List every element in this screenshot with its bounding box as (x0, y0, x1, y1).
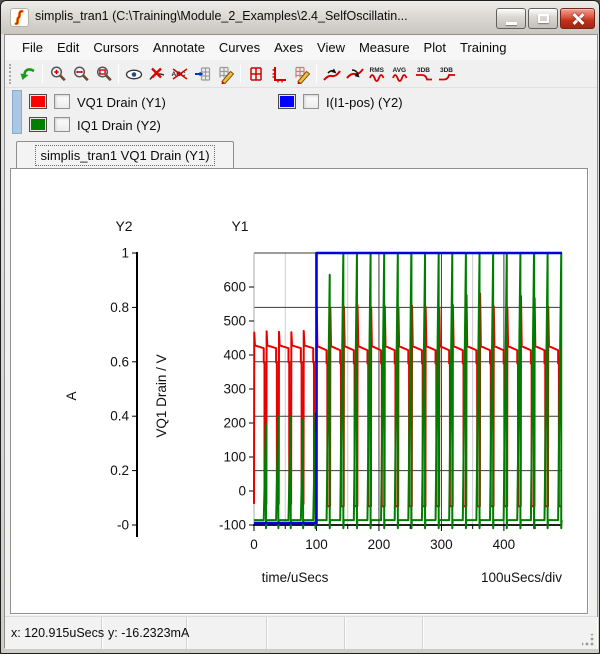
svg-text:A: A (64, 391, 79, 400)
toolbar-separator (240, 63, 241, 84)
toolbar-separator (118, 63, 119, 84)
toolbar-grip[interactable] (9, 63, 12, 84)
title-bar[interactable]: simplis_tran1 (C:\Training\Module_2_Exam… (1, 1, 599, 34)
svg-text:100: 100 (305, 537, 328, 552)
svg-text:0.4: 0.4 (110, 409, 129, 424)
simetrix-app-icon (10, 8, 29, 27)
status-y-readout: y: -16.2323mA (102, 617, 189, 649)
menu-plot[interactable]: Plot (423, 40, 446, 55)
curve-color-swatch[interactable] (278, 94, 296, 109)
svg-text:AVG: AVG (392, 67, 406, 74)
add-axis-button[interactable] (267, 62, 290, 86)
tab-label: simplis_tran1 VQ1 Drain (Y1) (35, 144, 215, 166)
zoom-fit-button[interactable] (46, 62, 69, 86)
plot-tab-bar: simplis_tran1 VQ1 Drain (Y1) (5, 138, 597, 168)
svg-text:Y1: Y1 (231, 218, 248, 234)
curve-legend: VQ1 Drain (Y1) IQ1 Drain (Y2) I(I1-pos) … (5, 88, 597, 138)
svg-text:500: 500 (223, 314, 246, 329)
svg-text:3DB: 3DB (440, 67, 453, 74)
curve-color-swatch[interactable] (29, 117, 47, 132)
delete-annotation-button[interactable]: ABC (168, 62, 191, 86)
edit-grid-button[interactable] (214, 62, 237, 86)
svg-text:100: 100 (223, 450, 246, 465)
menu-axes[interactable]: Axes (274, 40, 304, 55)
maximize-icon (538, 14, 549, 23)
status-panel (267, 617, 345, 649)
move-curve-to-grid-button[interactable] (191, 62, 214, 86)
minimize-button[interactable] (496, 8, 526, 29)
svg-text:-100: -100 (219, 518, 246, 533)
menu-measure[interactable]: Measure (358, 40, 410, 55)
new-grid-button[interactable] (290, 62, 313, 86)
highpass-3db-button[interactable]: 3DB (435, 62, 458, 86)
toolbar: ABC (5, 60, 597, 88)
svg-text:-0: -0 (117, 518, 129, 533)
svg-text:3DB: 3DB (417, 67, 430, 74)
menu-training[interactable]: Training (459, 40, 507, 55)
svg-text:300: 300 (430, 537, 453, 552)
grid-select-strip[interactable] (12, 90, 22, 134)
plot-panel: 0 100 200 300 400 600 500 400 300 200 100 0 -100 1 0.8… (10, 168, 588, 614)
resize-grip[interactable] (582, 634, 595, 647)
delete-curve-button[interactable] (145, 62, 168, 86)
status-panel (345, 617, 423, 649)
curve-label: VQ1 Drain (Y1) (77, 95, 166, 110)
toolbar-separator (316, 63, 317, 84)
zoom-x-button[interactable] (69, 62, 92, 86)
menu-view[interactable]: View (317, 40, 345, 55)
status-x-readout: x: 120.915uSecs (5, 617, 104, 649)
menu-annotate[interactable]: Annotate (152, 40, 205, 55)
svg-text:300: 300 (223, 382, 246, 397)
status-bar: x: 120.915uSecs y: -16.2323mA (5, 616, 597, 649)
svg-text:100uSecs/div: 100uSecs/div (481, 570, 562, 585)
svg-text:0.6: 0.6 (110, 354, 129, 369)
svg-text:Y2: Y2 (115, 218, 132, 234)
curve-color-swatch[interactable] (29, 94, 47, 109)
menu-cursors[interactable]: Cursors (93, 40, 139, 55)
curve-label: I(I1-pos) (Y2) (326, 95, 403, 110)
svg-text:time/uSecs: time/uSecs (262, 570, 329, 585)
svg-text:400: 400 (223, 348, 246, 363)
maximize-button[interactable] (528, 8, 558, 29)
undo-zoom-button[interactable] (16, 62, 39, 86)
svg-text:0.2: 0.2 (110, 463, 129, 478)
minimize-icon (506, 22, 517, 25)
rms-button[interactable]: RMS (366, 62, 389, 86)
tab-simplis-tran1[interactable]: simplis_tran1 VQ1 Drain (Y1) (16, 141, 234, 168)
curve-label: IQ1 Drain (Y2) (77, 118, 161, 133)
window-title: simplis_tran1 (C:\Training\Module_2_Exam… (35, 9, 408, 23)
average-button[interactable]: AVG (389, 62, 412, 86)
menu-bar: File Edit Cursors Annotate Curves Axes View Mea… (5, 35, 597, 60)
menu-curves[interactable]: Curves (218, 40, 261, 55)
svg-text:0.8: 0.8 (110, 300, 129, 315)
svg-text:0: 0 (250, 537, 258, 552)
svg-text:1: 1 (121, 246, 129, 261)
svg-text:VQ1 Drain / V: VQ1 Drain / V (154, 354, 169, 437)
close-button[interactable] (560, 8, 595, 29)
svg-text:RMS: RMS (369, 67, 384, 74)
svg-text:400: 400 (493, 537, 516, 552)
curve-visibility-checkbox[interactable] (303, 94, 319, 109)
client-area: File Edit Cursors Annotate Curves Axes View Mea… (4, 34, 598, 649)
curve-visibility-checkbox[interactable] (54, 117, 70, 132)
menu-edit[interactable]: Edit (56, 40, 80, 55)
status-panel (187, 617, 267, 649)
menu-file[interactable]: File (22, 40, 43, 55)
lowpass-3db-button[interactable]: 3DB (412, 62, 435, 86)
svg-text:0: 0 (238, 484, 246, 499)
plot-canvas[interactable]: 0 100 200 300 400 600 500 400 300 200 100 0 -100 1 0.8… (11, 169, 587, 613)
svg-text:200: 200 (368, 537, 391, 552)
svg-text:600: 600 (223, 280, 246, 295)
show-curve-button[interactable] (122, 62, 145, 86)
add-grid-button[interactable] (244, 62, 267, 86)
zoom-rectangle-button[interactable] (92, 62, 115, 86)
toolbar-separator (42, 63, 43, 84)
close-icon (561, 9, 594, 28)
stack-curve-down-button[interactable] (343, 62, 366, 86)
status-panel (423, 617, 597, 649)
curve-visibility-checkbox[interactable] (54, 94, 70, 109)
stack-curve-up-button[interactable] (320, 62, 343, 86)
svg-text:200: 200 (223, 416, 246, 431)
